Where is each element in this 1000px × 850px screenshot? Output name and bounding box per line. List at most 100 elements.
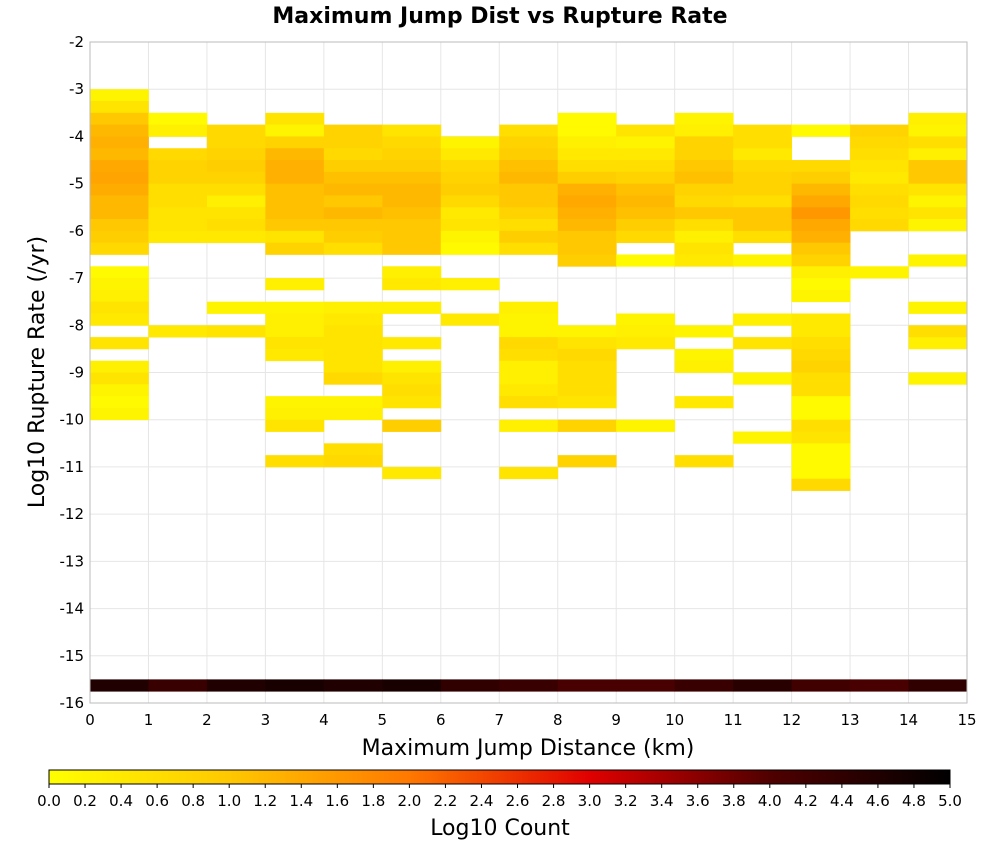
heatmap-cell [148,207,208,220]
heatmap-cell [616,419,676,432]
x-tick-label: 11 [724,711,743,729]
heatmap-cell [850,195,909,208]
heatmap-cell [674,396,734,409]
colorbar-tick-label: 2.2 [434,792,458,810]
colorbar-tick-label: 3.0 [578,792,602,810]
x-tick-label: 7 [494,711,504,729]
heatmap-cell [265,230,325,244]
heatmap-cell [440,207,500,220]
heatmap-cell [674,360,734,373]
heatmap-cell [148,219,208,232]
heatmap-cell [90,266,149,279]
heatmap-cell [206,195,266,208]
heatmap-cell [90,242,149,255]
heatmap-cell [850,207,909,220]
heatmap-cell [791,396,851,409]
heatmap-cell [499,230,559,244]
heatmap-cell [616,313,676,326]
heatmap-cell [323,195,383,208]
heatmap-cell [791,478,851,491]
heatmap-cell [265,219,325,232]
colorbar [48,769,951,785]
heatmap-cell [440,136,500,149]
colorbar-tick-label: 4.4 [830,792,854,810]
heatmap-cell [499,183,559,196]
heatmap-cell [90,171,149,185]
heatmap-cell [90,396,149,409]
heatmap-cell [90,384,149,397]
colorbar-tick-label: 0.8 [181,792,205,810]
x-tick-label: 15 [957,711,976,729]
y-tick-label: -9 [69,364,84,382]
heatmap-cell [616,183,676,196]
x-tick-label: 2 [202,711,212,729]
colorbar-tick-label: 4.0 [758,792,782,810]
heatmap-cell [791,431,851,444]
heatmap-cell [908,148,968,161]
heatmap-cell [265,195,325,208]
x-axis-label: Maximum Jump Distance (km) [362,736,695,761]
heatmap-cell [850,171,909,185]
heatmap-cell [265,455,325,468]
heatmap-cell [382,466,442,480]
heatmap-cell [908,372,968,385]
plot-border [89,41,968,704]
heatmap-cell [382,219,442,232]
heatmap-cell [265,112,325,126]
heatmap-cell [908,679,968,692]
y-tick-label: -16 [60,694,85,712]
x-tick-label: 12 [782,711,801,729]
colorbar-tick-label: 4.6 [866,792,890,810]
heatmap-cell [616,195,676,208]
heatmap-cell [382,301,442,314]
heatmap-cell [499,160,559,173]
colorbar-tick-label: 1.0 [217,792,241,810]
heatmap-cell [148,325,208,338]
heatmap-cell [90,160,149,173]
colorbar-tick-label: 0.2 [73,792,97,810]
heatmap-cell [733,136,792,149]
heatmap-cell [440,148,500,161]
heatmap-cell [206,207,266,220]
heatmap-cell [499,348,559,362]
heatmap-cell [265,325,325,338]
heatmap-cell [265,679,325,692]
heatmap-cell [382,384,442,397]
heatmap-cell [323,679,383,692]
heatmap-cell [557,195,617,208]
heatmap-cell [908,160,968,173]
colorbar-tick-label: 1.4 [289,792,313,810]
heatmap-cell [908,112,968,126]
heatmap-cell [850,679,909,692]
heatmap-cell [733,160,792,173]
heatmap-cell [265,183,325,196]
heatmap-cell [265,278,325,291]
heatmap-cell [674,124,734,137]
heatmap-cell [90,679,149,692]
heatmap-cell [440,160,500,173]
heatmap-cell [90,219,149,232]
heatmap-cell [791,466,851,480]
heatmap-cell [382,124,442,137]
heatmap-cell [557,396,617,409]
heatmap-cell [674,254,734,267]
chart-title: Maximum Jump Dist vs Rupture Rate [272,4,727,29]
heatmap-cell [616,679,676,692]
heatmap-cell [440,313,500,326]
colorbar-tick-label: 3.4 [650,792,674,810]
heatmap-cell [90,89,149,102]
heatmap-cell [733,679,792,692]
colorbar-tick-label: 2.0 [397,792,421,810]
heatmap-cell [791,242,851,255]
heatmap-cell [382,230,442,244]
heatmap-cell [733,313,792,326]
heatmap-cell [616,337,676,350]
heatmap-cell [323,183,383,196]
heatmap-cell [557,171,617,185]
heatmap-cell [616,325,676,338]
colorbar-tick-label: 2.8 [542,792,566,810]
heatmap-cell [265,348,325,362]
heatmap-cell [557,455,617,468]
heatmap-cell [382,372,442,385]
heatmap-cell [557,219,617,232]
